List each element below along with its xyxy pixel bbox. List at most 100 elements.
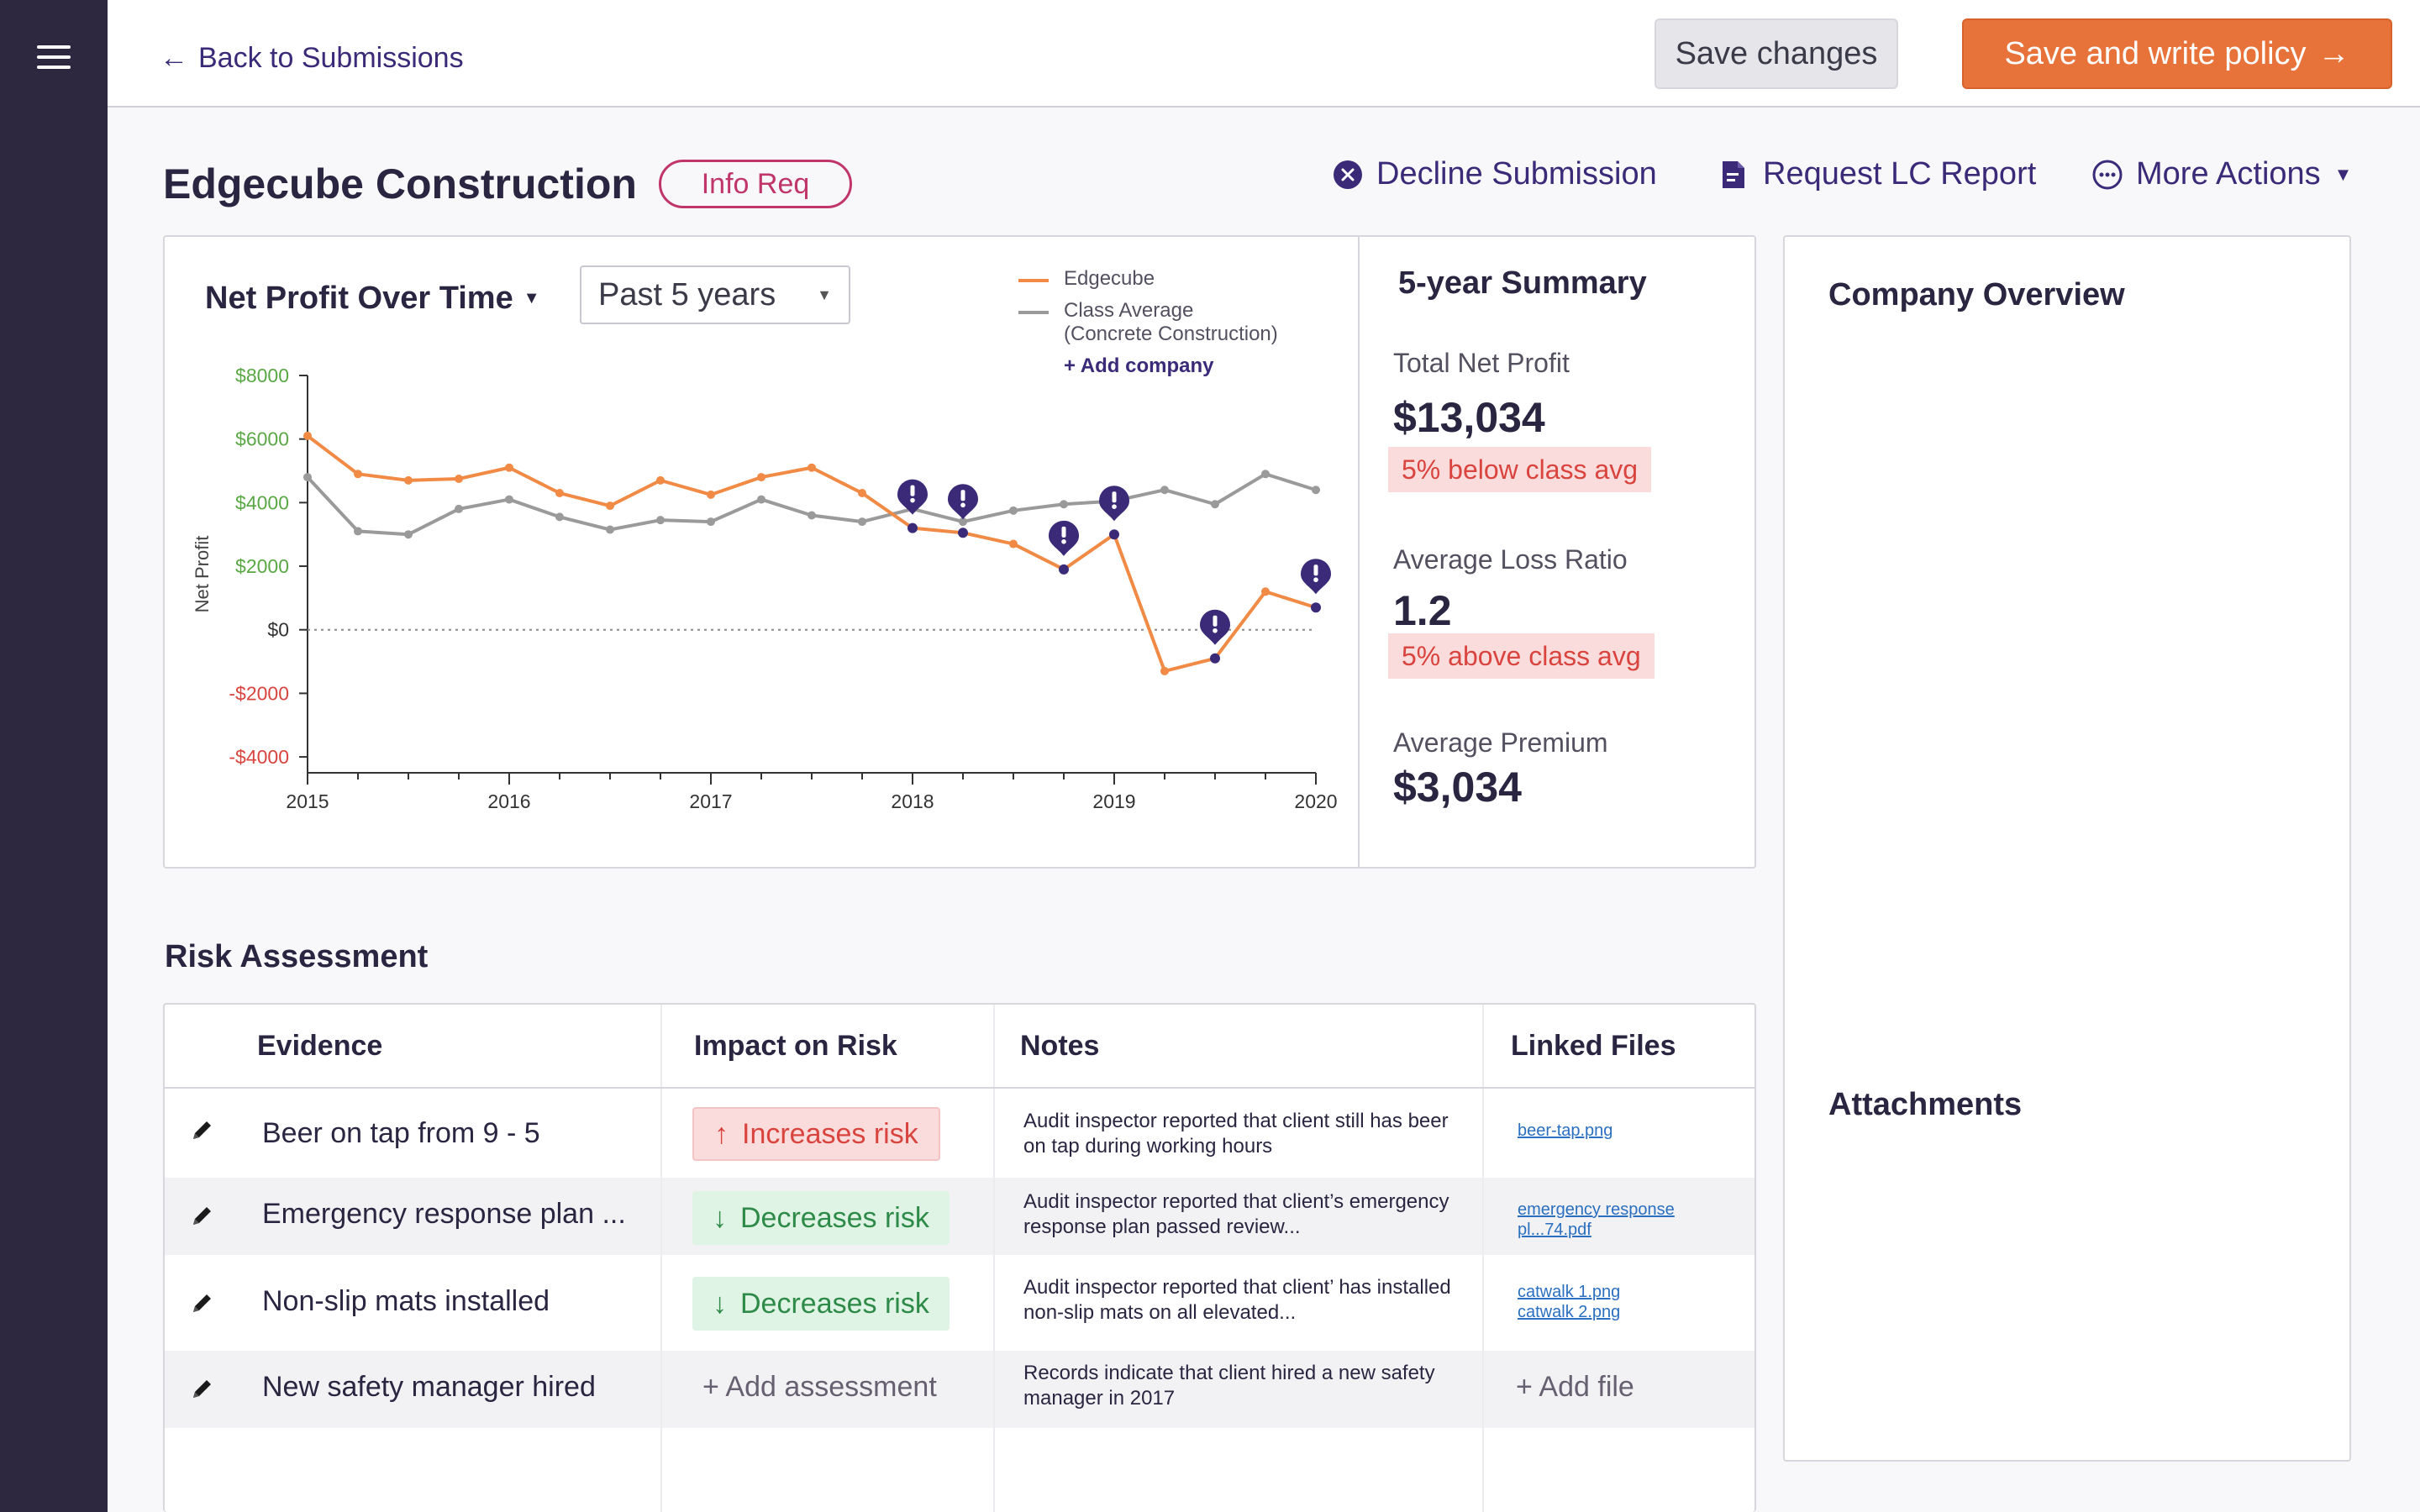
decline-label: Decline Submission [1376, 156, 1657, 192]
close-circle-icon [1334, 160, 1362, 189]
attachments-title: Attachments [1828, 1087, 2023, 1122]
evidence-text[interactable]: Emergency response plan ... [262, 1198, 626, 1230]
data-point [656, 475, 665, 485]
data-point [1009, 539, 1018, 549]
pencil-icon[interactable] [190, 1290, 215, 1315]
summary-badge-loss-ratio: 5% above class avg [1388, 633, 1655, 679]
alert-marker-icon[interactable] [1049, 520, 1079, 556]
chart-metric-selector[interactable]: Net Profit Over Time ▼ [205, 281, 540, 317]
impact-badge-decreases[interactable]: ↓ Decreases risk [692, 1277, 950, 1331]
caret-down-icon: ▼ [2333, 163, 2353, 185]
data-point [858, 517, 866, 527]
linked-files: beer-tap.png [1518, 1121, 1612, 1141]
impact-label: Increases risk [742, 1117, 918, 1150]
summary-label-loss-ratio: Average Loss Ratio [1393, 544, 1628, 575]
request-label: Request LC Report [1763, 156, 2037, 192]
chart-legend: Edgecube Class Average (Concrete Constru… [1018, 267, 1278, 378]
arrow-up-icon: ↑ [714, 1117, 729, 1150]
data-point [1312, 486, 1320, 495]
y-tick-label: $2000 [235, 555, 289, 577]
y-tick-label: $6000 [235, 428, 289, 450]
column-header-linked-files[interactable]: Linked Files [1511, 1030, 1676, 1062]
data-point [555, 489, 564, 498]
file-link[interactable]: catwalk 2.png [1518, 1303, 1621, 1321]
pencil-icon[interactable] [190, 1203, 215, 1228]
alert-marker-icon[interactable] [897, 479, 928, 515]
arrow-right-icon: → [2317, 35, 2350, 71]
add-file-button[interactable]: + Add file [1516, 1371, 1634, 1403]
alert-marker-icon[interactable] [1301, 559, 1331, 595]
file-link[interactable]: catwalk 1.png [1518, 1283, 1621, 1301]
more-dots-icon [2092, 160, 2123, 189]
impact-badge-increases[interactable]: ↑ Increases risk [692, 1107, 940, 1161]
impact-label: Decreases risk [740, 1201, 929, 1234]
arrow-down-icon: ↓ [713, 1287, 727, 1320]
caret-down-icon: ▼ [817, 286, 832, 303]
x-tick-label: 2019 [1092, 790, 1135, 812]
note-text: Records indicate that client hired a new… [1023, 1362, 1435, 1410]
data-point [404, 530, 413, 539]
data-point [808, 463, 816, 472]
chart-title: Net Profit Over Time [205, 281, 513, 316]
alert-marker-icon[interactable] [1099, 486, 1129, 522]
x-tick-label: 2020 [1294, 790, 1337, 812]
data-point [354, 527, 362, 536]
save-and-write-policy-button[interactable]: Save and write policy → [1962, 18, 2392, 89]
y-tick-label: -$2000 [229, 682, 289, 704]
impact-badge-decreases[interactable]: ↓ Decreases risk [692, 1191, 950, 1245]
decline-submission-button[interactable]: Decline Submission [1333, 156, 1657, 192]
alert-marker-icon[interactable] [948, 484, 978, 520]
data-point [404, 475, 413, 485]
status-badge[interactable]: Info Req [659, 160, 852, 208]
data-point [858, 489, 866, 498]
company-title: Edgecube Construction [163, 160, 637, 207]
alert-marker-icon[interactable] [1200, 609, 1230, 645]
data-point [1211, 500, 1219, 509]
evidence-text[interactable]: Non-slip mats installed [262, 1285, 550, 1317]
add-assessment-button[interactable]: + Add assessment [702, 1371, 937, 1403]
file-link[interactable]: beer-tap.png [1518, 1121, 1613, 1140]
data-point [1109, 529, 1119, 540]
pencil-icon[interactable] [190, 1376, 215, 1401]
period-select[interactable]: Past 5 years ▼ [580, 265, 850, 324]
hamburger-menu-icon[interactable] [37, 45, 71, 69]
data-point [555, 512, 564, 522]
back-to-submissions-link[interactable]: ← Back to Submissions [160, 42, 464, 75]
data-point [808, 511, 816, 520]
x-tick-label: 2016 [487, 790, 530, 812]
evidence-text[interactable]: New safety manager hired [262, 1371, 596, 1403]
column-header-impact[interactable]: Impact on Risk [694, 1030, 897, 1062]
legend-label-edgecube: Edgecube [1064, 267, 1155, 290]
evidence-text[interactable]: Beer on tap from 9 - 5 [262, 1117, 540, 1149]
save-changes-button[interactable]: Save changes [1655, 18, 1898, 89]
file-link[interactable]: emergency response pl...74.pdf [1518, 1200, 1675, 1239]
data-point [606, 525, 614, 534]
back-link-label: Back to Submissions [198, 42, 464, 74]
pencil-icon[interactable] [190, 1117, 215, 1142]
x-tick-label: 2015 [286, 790, 329, 812]
x-tick-label: 2017 [689, 790, 732, 812]
column-divider [660, 1005, 662, 1512]
column-header-notes[interactable]: Notes [1020, 1030, 1100, 1062]
data-point [908, 522, 918, 533]
summary-value-premium: $3,034 [1393, 764, 1522, 811]
data-point [1210, 653, 1220, 664]
company-overview-title: Company Overview [1828, 277, 2125, 312]
data-point [958, 528, 968, 538]
add-company-link[interactable]: + Add company [1064, 354, 1214, 377]
y-tick-label: -$4000 [229, 746, 289, 768]
data-point [303, 473, 312, 482]
data-point [455, 474, 463, 483]
more-actions-menu[interactable]: More Actions ▼ [2092, 156, 2352, 192]
linked-files: emergency response pl...74.pdf [1518, 1200, 1686, 1240]
data-point [606, 501, 614, 511]
column-header-evidence[interactable]: Evidence [257, 1030, 383, 1062]
request-lc-report-button[interactable]: Request LC Report [1719, 156, 2036, 192]
y-axis-label: Net Profit [192, 536, 213, 613]
data-point [505, 495, 513, 504]
column-divider [1482, 1005, 1484, 1512]
summary-title: 5-year Summary [1398, 265, 1647, 301]
y-tick-label: $0 [267, 619, 289, 641]
note-text: Audit inspector reported that client’ ha… [1023, 1276, 1451, 1324]
data-point [656, 516, 665, 525]
